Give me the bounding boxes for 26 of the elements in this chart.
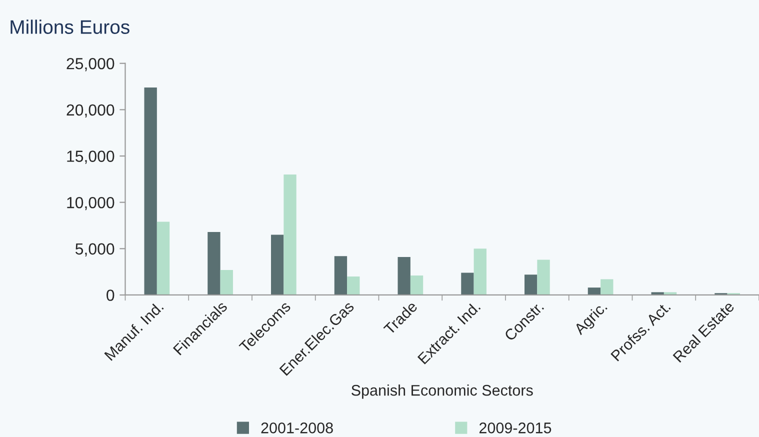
bar	[334, 256, 348, 295]
bar	[144, 87, 157, 295]
bar	[410, 276, 424, 295]
x-axis-title: Spanish Economic Sectors	[352, 384, 533, 399]
legend-label: 2009-2015	[479, 422, 552, 434]
legend-label: 2001-2008	[261, 422, 333, 434]
bar	[461, 272, 474, 295]
bar	[398, 256, 410, 295]
y-tick-label: 15,000	[67, 150, 114, 164]
bar	[156, 222, 170, 295]
chart-title: Millions Euros	[10, 20, 130, 34]
bar	[220, 270, 233, 295]
bar	[537, 260, 550, 295]
y-tick-label: 0	[106, 290, 114, 301]
bar	[208, 232, 220, 295]
bar	[588, 288, 601, 295]
bar	[474, 248, 486, 295]
y-tick-label: 10,000	[67, 196, 114, 210]
bar	[284, 174, 296, 295]
y-tick-label: 5,000	[75, 243, 114, 256]
y-tick-label: 20,000	[66, 104, 114, 118]
y-tick-label: 25,000	[66, 58, 114, 72]
bar	[347, 276, 360, 295]
bar	[600, 279, 614, 295]
bar	[524, 274, 538, 295]
bar	[271, 234, 284, 295]
